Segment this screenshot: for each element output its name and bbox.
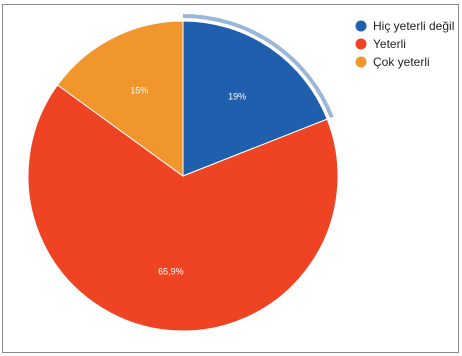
legend-marker-cok-yeterli <box>355 56 367 68</box>
legend: Hiç yeterli değil Yeterli Çok yeterli <box>355 19 454 69</box>
pie-slice-cok-yeterli[interactable] <box>56 20 184 177</box>
pie-slice-hic-yeterli-degil[interactable] <box>182 20 328 177</box>
slice-labels: 19% 65,9% 15% <box>130 85 246 276</box>
legend-marker-hic-yeterli-degil <box>355 20 367 32</box>
pie-slice-yeterli[interactable] <box>27 84 339 332</box>
legend-label-hic-yeterli-degil[interactable]: Hiç yeterli değil <box>373 19 454 33</box>
slice-label-cok-yeterli: 15% <box>130 85 148 95</box>
slice-label-yeterli: 65,9% <box>158 266 184 276</box>
slice-highlight-hic-yeterli-degil <box>182 14 334 119</box>
slice-label-hic-yeterli-degil: 19% <box>228 92 246 102</box>
pie-slices <box>27 14 339 332</box>
legend-marker-yeterli <box>355 38 367 50</box>
legend-label-yeterli[interactable]: Yeterli <box>373 37 406 51</box>
legend-label-cok-yeterli[interactable]: Çok yeterli <box>373 55 430 69</box>
